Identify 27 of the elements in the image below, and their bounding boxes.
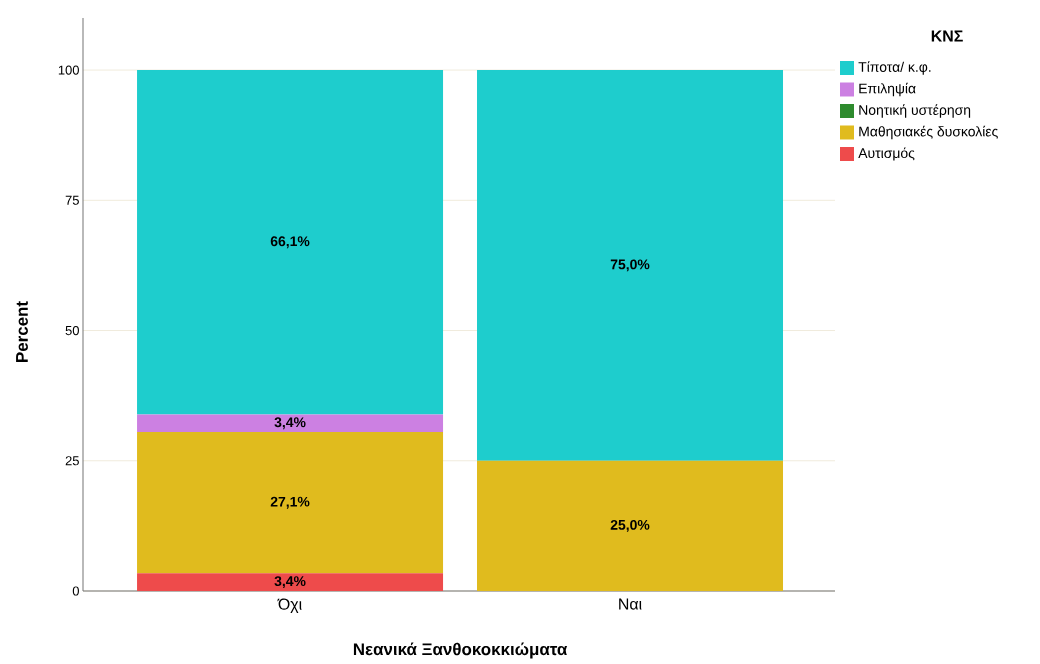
x-axis-title: Νεανικά Ξανθοκοκκιώματα xyxy=(353,642,568,659)
y-tick-label: 75 xyxy=(65,195,79,205)
legend-title: ΚΝΣ xyxy=(931,30,963,42)
legend-label: Μαθησιακές δυσκολίες xyxy=(859,125,998,140)
data-label: 3,4% xyxy=(274,576,306,589)
data-label: 27,1% xyxy=(270,496,310,509)
y-tick-label: 25 xyxy=(65,456,79,466)
bar xyxy=(137,573,444,591)
legend-label: Επιληψία xyxy=(859,82,916,97)
y-tick-label: 0 xyxy=(72,586,79,596)
x-tick-label: Ναι xyxy=(619,598,642,610)
bar xyxy=(137,414,444,433)
data-label: 75,0% xyxy=(610,259,650,272)
legend-label: Τίποτα/ κ.φ. xyxy=(858,61,931,75)
bar xyxy=(137,70,444,415)
data-label: 3,4% xyxy=(274,417,306,430)
y-axis-title: Percent xyxy=(16,301,28,362)
legend-label: Αυτισμός xyxy=(858,147,915,161)
y-tick-label: 50 xyxy=(65,325,79,336)
data-label: 66,1% xyxy=(270,236,310,249)
bar xyxy=(477,460,784,591)
y-tick-label: 100 xyxy=(58,65,79,75)
x-tick-label: Όχι xyxy=(277,598,302,613)
legend-label: Νοητική υστέρηση xyxy=(859,104,971,118)
bar xyxy=(137,432,444,574)
data-label: 25,0% xyxy=(610,519,650,532)
bar xyxy=(477,70,784,461)
